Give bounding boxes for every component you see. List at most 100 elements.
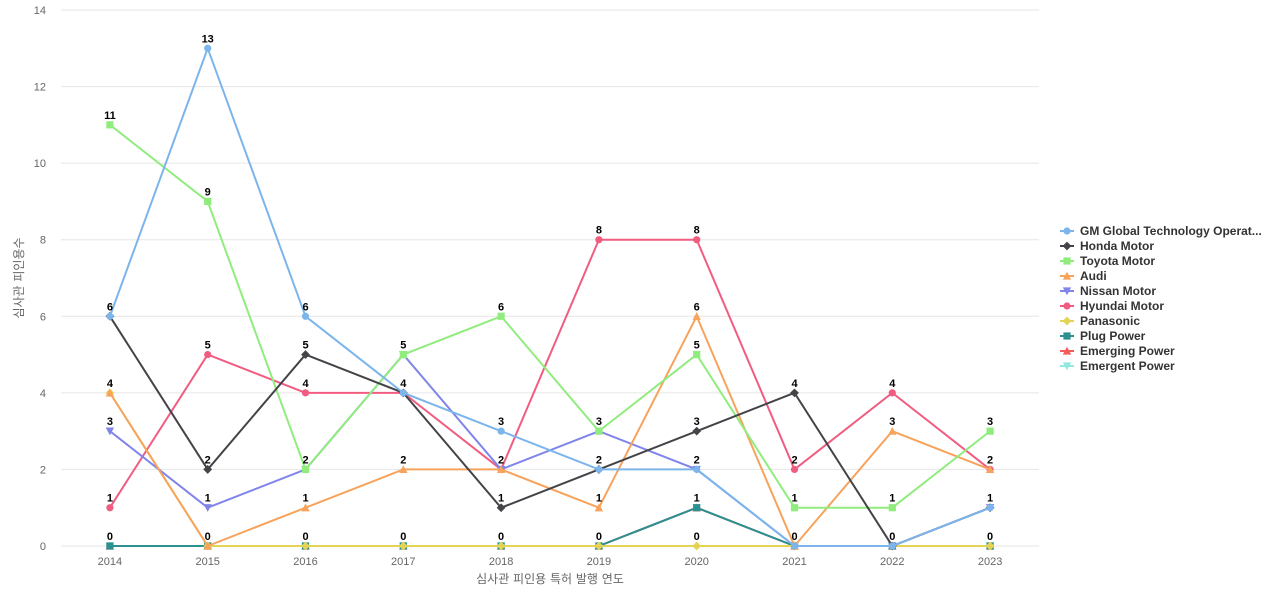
legend-label: Toyota Motor xyxy=(1080,254,1155,268)
data-point xyxy=(301,312,310,320)
data-point xyxy=(204,197,212,206)
series-lines xyxy=(105,44,995,551)
data-label: 0 xyxy=(791,531,797,543)
data-label: 4 xyxy=(889,378,896,390)
data-point xyxy=(888,542,896,550)
data-label: 1 xyxy=(889,493,895,505)
series-toyota-motor xyxy=(106,121,994,512)
data-point xyxy=(497,427,505,435)
data-label: 9 xyxy=(205,186,211,198)
data-point xyxy=(301,389,310,397)
data-label: 6 xyxy=(498,301,504,313)
data-point xyxy=(790,542,799,550)
data-point xyxy=(692,312,701,320)
x-tick-label: 2017 xyxy=(391,556,415,568)
x-tick-label: 2016 xyxy=(293,556,317,568)
legend-item[interactable]: GM Global Technology Operat... xyxy=(1060,224,1262,238)
data-label: 6 xyxy=(302,301,308,313)
legend-item[interactable]: Emerging Power xyxy=(1060,344,1175,358)
data-label: 2 xyxy=(791,454,797,466)
data-label: 13 xyxy=(202,33,214,45)
legend-item[interactable]: Hyundai Motor xyxy=(1060,299,1164,313)
legend-marker-icon xyxy=(1062,271,1072,280)
legend-marker-icon xyxy=(1063,302,1071,310)
legend-marker-icon xyxy=(1062,346,1072,355)
y-tick-label: 10 xyxy=(34,158,46,170)
legend-label: Honda Motor xyxy=(1080,239,1154,253)
data-point xyxy=(692,426,702,436)
data-point xyxy=(105,388,115,397)
y-axis-ticks: 0 2 4 6 8 10 12 14 xyxy=(34,5,46,553)
legend-item[interactable]: Nissan Motor xyxy=(1060,284,1156,298)
data-label: 1 xyxy=(596,493,602,505)
data-point xyxy=(986,504,994,512)
data-point xyxy=(790,388,799,398)
data-point xyxy=(888,389,896,397)
data-label: 3 xyxy=(107,416,113,428)
data-label: 2 xyxy=(596,454,602,466)
data-label: 5 xyxy=(400,340,406,352)
data-point xyxy=(399,465,408,474)
y-tick-label: 12 xyxy=(34,82,46,94)
legend: GM Global Technology Operat...Honda Moto… xyxy=(1060,224,1262,373)
data-label: 1 xyxy=(498,493,504,505)
data-label: 0 xyxy=(694,531,700,543)
data-label: 4 xyxy=(302,378,309,390)
data-label: 4 xyxy=(791,378,798,390)
legend-item[interactable]: Toyota Motor xyxy=(1060,254,1155,268)
data-point xyxy=(790,504,799,512)
data-label: 5 xyxy=(694,340,700,352)
legend-item[interactable]: Audi xyxy=(1060,269,1107,283)
legend-marker-icon xyxy=(1062,287,1072,296)
data-point xyxy=(986,427,994,435)
x-tick-label: 2022 xyxy=(880,556,904,568)
x-tick-label: 2023 xyxy=(978,556,1002,568)
legend-label: Nissan Motor xyxy=(1080,284,1156,298)
data-point xyxy=(301,541,310,551)
series-line xyxy=(109,506,991,547)
data-point xyxy=(106,121,114,129)
legend-item[interactable]: Plug Power xyxy=(1060,329,1146,343)
legend-item[interactable]: Panasonic xyxy=(1060,314,1140,328)
data-label: 0 xyxy=(302,531,308,543)
data-label: 3 xyxy=(889,416,895,428)
data-label: 0 xyxy=(889,531,895,543)
data-label: 3 xyxy=(498,416,504,428)
data-point xyxy=(203,465,213,474)
y-tick-label: 14 xyxy=(34,5,46,17)
legend-label: Emergent Power xyxy=(1080,359,1175,373)
data-point xyxy=(985,541,995,551)
legend-label: Audi xyxy=(1080,269,1107,283)
legend-item[interactable]: Honda Motor xyxy=(1060,239,1154,253)
series-plug-power xyxy=(106,504,994,550)
x-tick-label: 2015 xyxy=(195,556,219,568)
series-audi xyxy=(105,312,995,550)
series-line xyxy=(108,47,991,547)
data-label: 2 xyxy=(694,454,700,466)
data-point xyxy=(594,541,604,551)
data-label: 11 xyxy=(104,110,116,122)
data-point xyxy=(595,427,603,435)
y-tick-label: 0 xyxy=(40,541,46,553)
y-tick-label: 6 xyxy=(40,311,46,323)
data-point xyxy=(692,541,702,551)
x-tick-label: 2020 xyxy=(684,556,708,568)
data-label: 2 xyxy=(205,454,211,466)
data-point xyxy=(204,350,212,359)
legend-marker-icon xyxy=(1063,227,1071,235)
legend-marker-icon xyxy=(1062,241,1072,251)
data-label: 0 xyxy=(400,531,406,543)
data-point xyxy=(888,426,897,435)
series-line xyxy=(109,238,991,509)
data-label: 8 xyxy=(596,225,602,237)
series-line xyxy=(109,506,991,547)
legend-item[interactable]: Emergent Power xyxy=(1060,359,1175,373)
data-point xyxy=(496,541,506,551)
legend-label: Hyundai Motor xyxy=(1080,299,1164,313)
legend-label: Panasonic xyxy=(1080,314,1140,328)
series-gm-global-technology-operat xyxy=(106,44,994,550)
data-point xyxy=(496,503,506,513)
data-point xyxy=(204,44,212,52)
data-label: 5 xyxy=(205,340,211,352)
